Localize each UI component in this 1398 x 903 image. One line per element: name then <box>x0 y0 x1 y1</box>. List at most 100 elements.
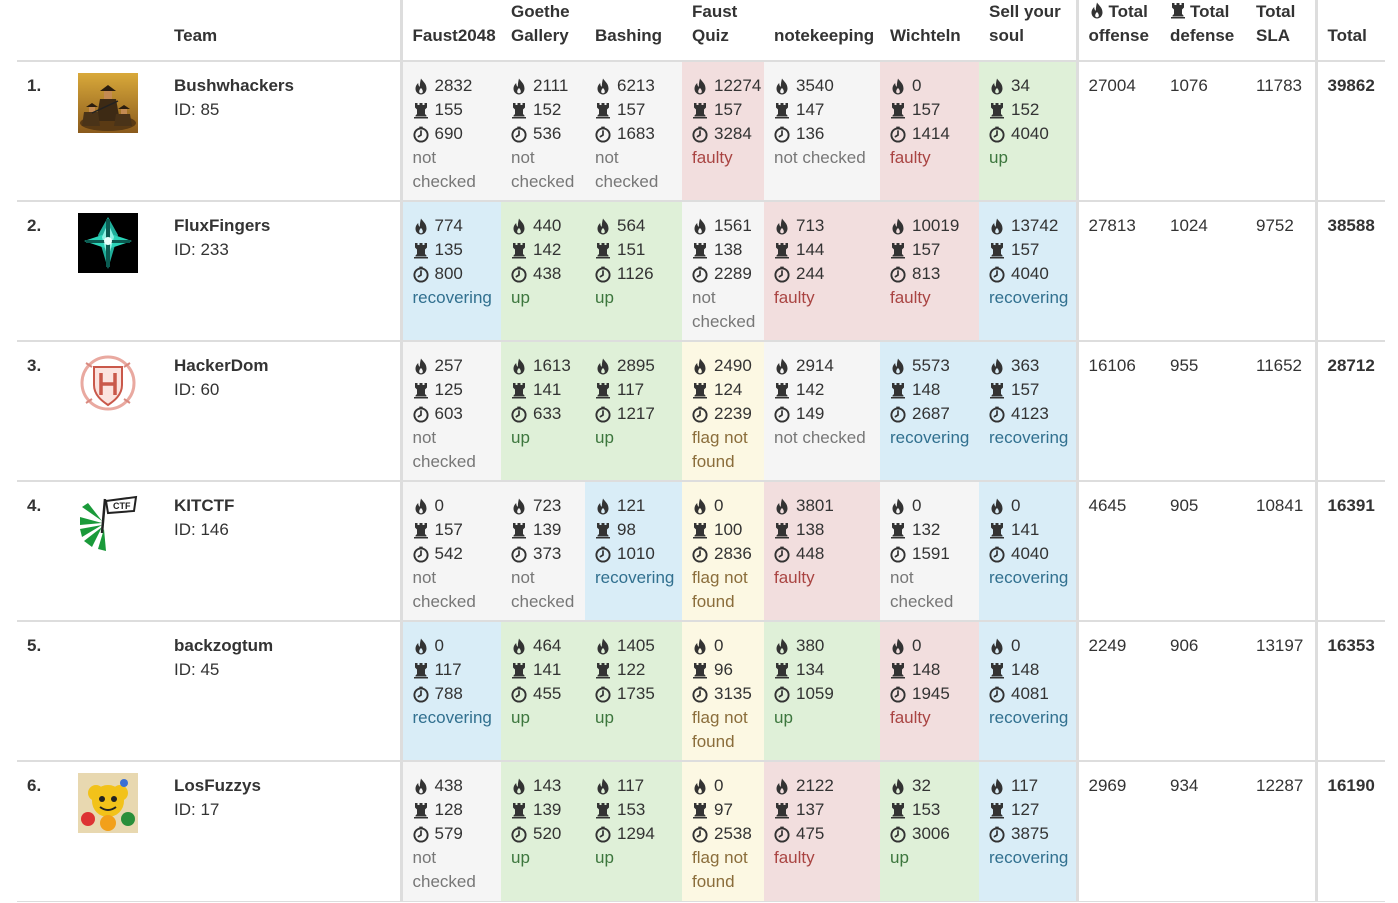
defense-line: 137 <box>774 798 870 822</box>
fire-icon <box>989 498 1005 515</box>
defense-line: 135 <box>413 238 492 262</box>
service-cell: 0 100 2836 flag not found <box>682 481 764 621</box>
service-status: not checked <box>511 568 575 611</box>
service-cell: 2895 117 1217 up <box>585 341 682 481</box>
service-cell: 121 98 1010 recovering <box>585 481 682 621</box>
team-id: ID: 17 <box>174 800 220 819</box>
service-cell: 0 141 4040 recovering <box>979 481 1077 621</box>
fire-icon <box>692 358 708 375</box>
table-row: 2. FluxFingers ID: 233 774 135 800 recovering 4… <box>17 201 1385 341</box>
defense-line: 157 <box>890 238 969 262</box>
total-offense-value: 4645 <box>1075 481 1160 621</box>
defense-value: 151 <box>617 240 646 259</box>
clock-icon <box>595 826 611 843</box>
service-cell: 440 142 438 up <box>501 201 585 341</box>
rook-icon <box>989 802 1005 819</box>
team-rank: 3. <box>27 356 42 375</box>
service-cell: 464 141 455 up <box>501 621 585 761</box>
team-name[interactable]: backzogtum <box>174 636 274 655</box>
fire-icon <box>774 218 790 235</box>
fire-icon <box>989 78 1005 95</box>
sla-value: 448 <box>796 544 825 563</box>
offense-value: 464 <box>533 636 562 655</box>
sla-value: 3875 <box>1011 824 1049 843</box>
sla-value: 4040 <box>1011 264 1049 283</box>
offense-line: 363 <box>989 354 1066 378</box>
total-sla-header: Total SLA <box>1246 0 1316 62</box>
defense-line: 147 <box>774 98 870 122</box>
defense-line: 144 <box>774 238 870 262</box>
fire-icon <box>511 358 527 375</box>
clock-icon <box>595 546 611 563</box>
defense-line: 142 <box>774 378 870 402</box>
total-value: 28712 <box>1314 341 1385 481</box>
scoreboard-table: Team Faust2048 Goethe Gallery Bashing Fa… <box>17 0 1385 902</box>
clock-icon <box>511 406 527 423</box>
sla-value: 3135 <box>714 684 752 703</box>
offense-line: 564 <box>595 214 672 238</box>
offense-value: 0 <box>1011 496 1021 515</box>
sla-value: 2538 <box>714 824 752 843</box>
offense-line: 32 <box>890 774 969 798</box>
sla-line: 536 <box>511 122 575 146</box>
service-status: recovering <box>989 288 1069 307</box>
offense-line: 1561 <box>692 214 754 238</box>
offense-value: 117 <box>617 776 645 795</box>
service-header-wichteln: Wichteln <box>880 0 979 62</box>
team-name[interactable]: HackerDom <box>174 356 269 375</box>
clock-icon <box>989 546 1005 563</box>
service-cell: 363 157 4123 recovering <box>979 341 1077 481</box>
offense-line: 2122 <box>774 774 870 798</box>
defense-line: 124 <box>692 378 754 402</box>
team-logo-cell <box>68 761 164 901</box>
sla-line: 3006 <box>890 822 969 846</box>
service-status: not checked <box>412 428 476 471</box>
total-defense-value: 934 <box>1170 776 1199 795</box>
rook-icon <box>511 102 527 119</box>
rook-icon <box>413 522 429 539</box>
team-logo-cell: CTF <box>68 481 164 621</box>
offense-line: 6213 <box>595 74 672 98</box>
team-name[interactable]: KITCTF <box>174 496 235 515</box>
sla-value: 3284 <box>714 124 752 143</box>
fire-icon <box>511 218 527 235</box>
offense-value: 438 <box>434 776 463 795</box>
fire-icon <box>413 638 429 655</box>
team-id: ID: 45 <box>174 660 220 679</box>
fire-icon <box>511 778 527 795</box>
defense-line: 139 <box>511 798 575 822</box>
team-name[interactable]: LosFuzzys <box>174 776 261 795</box>
team-name[interactable]: FluxFingers <box>174 216 271 235</box>
rook-icon <box>413 102 429 119</box>
fire-icon <box>413 498 429 515</box>
sla-line: 788 <box>413 682 492 706</box>
sla-value: 536 <box>533 124 562 143</box>
team-name[interactable]: Bushwhackers <box>174 76 294 95</box>
offense-value: 2490 <box>714 356 752 375</box>
rook-icon <box>595 522 611 539</box>
defense-line: 125 <box>413 378 492 402</box>
service-cell: 117 127 3875 recovering <box>979 761 1077 901</box>
clock-icon <box>774 546 790 563</box>
defense-value: 148 <box>1011 660 1040 679</box>
team-logo-cell <box>68 341 164 481</box>
defense-value: 153 <box>617 800 646 819</box>
service-cell: 1405 122 1735 up <box>585 621 682 761</box>
rook-icon <box>890 382 906 399</box>
defense-value: 152 <box>1011 100 1040 119</box>
offense-value: 2832 <box>434 76 473 95</box>
defense-value: 142 <box>796 380 825 399</box>
fire-icon <box>989 778 1005 795</box>
clock-icon <box>989 126 1005 143</box>
defense-value: 157 <box>1011 380 1040 399</box>
service-cell: 2490 124 2239 flag not found <box>682 341 764 481</box>
total-defense-value: 906 <box>1170 636 1199 655</box>
service-status: up <box>595 288 614 307</box>
defense-line: 97 <box>692 798 754 822</box>
rook-icon <box>692 102 708 119</box>
kitctf-logo: CTF <box>78 493 138 553</box>
clock-icon <box>890 126 906 143</box>
sla-line: 4040 <box>989 122 1066 146</box>
service-header-bashing: Bashing <box>585 0 682 62</box>
service-status: up <box>595 428 614 447</box>
